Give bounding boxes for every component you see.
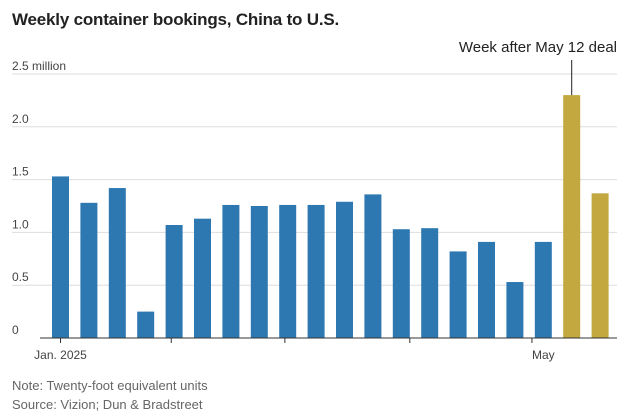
y-tick-label: 2.5 million bbox=[12, 59, 66, 73]
y-tick-label: 1.0 bbox=[12, 217, 29, 231]
bar bbox=[364, 194, 382, 338]
bar bbox=[165, 225, 183, 338]
bar bbox=[194, 218, 211, 338]
chart-note: Note: Twenty-foot equivalent units bbox=[12, 378, 208, 393]
chart-title: Weekly container bookings, China to U.S. bbox=[12, 10, 340, 29]
bar bbox=[478, 241, 495, 338]
bar bbox=[591, 193, 609, 338]
bar bbox=[449, 251, 467, 338]
bar bbox=[80, 202, 98, 338]
bar bbox=[222, 204, 240, 338]
bars bbox=[52, 95, 609, 339]
x-tick-label: Jan. 2025 bbox=[34, 348, 87, 362]
annotation: Week after May 12 deal bbox=[459, 39, 617, 96]
bar bbox=[506, 282, 524, 338]
x-axis: Jan. 2025 May bbox=[34, 337, 617, 362]
bar bbox=[279, 204, 297, 338]
bar bbox=[421, 228, 439, 338]
bar bbox=[563, 95, 581, 339]
bar bbox=[307, 204, 325, 338]
bar bbox=[392, 229, 410, 338]
y-tick-label: 1.5 bbox=[12, 165, 29, 179]
bar bbox=[52, 176, 69, 338]
bar bbox=[336, 201, 353, 338]
y-tick-label: 0 bbox=[12, 323, 19, 337]
chart-source: Source: Vizion; Dun & Bradstreet bbox=[12, 397, 203, 412]
bar bbox=[534, 241, 552, 338]
bar bbox=[108, 188, 126, 338]
annotation-text: Week after May 12 deal bbox=[459, 39, 617, 56]
bar bbox=[250, 206, 268, 338]
x-tick-label: May bbox=[532, 348, 555, 362]
y-tick-label: 0.5 bbox=[12, 270, 29, 284]
y-tick-label: 2.0 bbox=[12, 112, 29, 126]
bar bbox=[137, 311, 155, 338]
